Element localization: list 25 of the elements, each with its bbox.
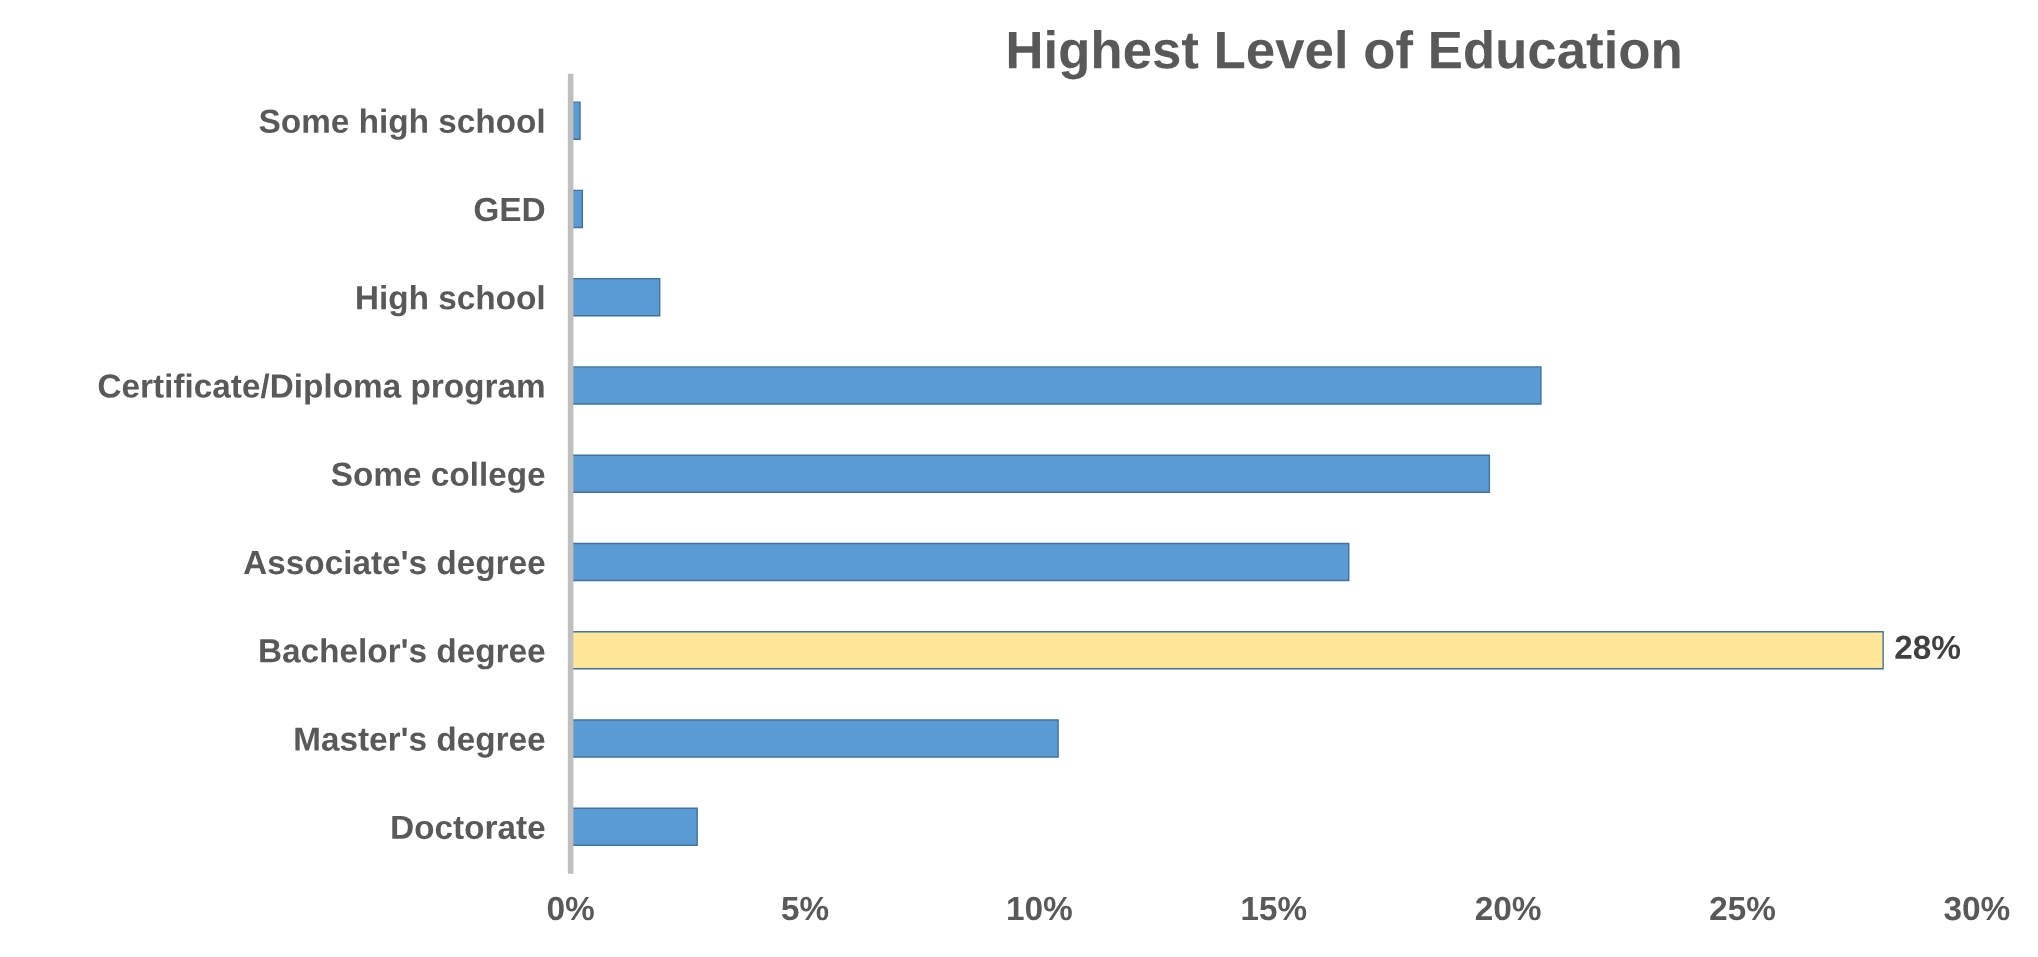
bar [570, 454, 1491, 493]
y-tick-label: GED [474, 197, 545, 222]
y-tick-label: Some high school [259, 108, 544, 140]
y-tick-label: Some college [331, 461, 545, 493]
x-tick-label: 25% [1710, 896, 1775, 921]
y-tick-label: Certificate/Diploma program [98, 373, 544, 405]
y-tick-label: Doctorate [392, 815, 545, 840]
bar [570, 807, 698, 846]
y-tick-label: Bachelor's degree [260, 638, 545, 670]
x-tick-label: 30% [1944, 896, 2010, 921]
x-tick-label: 15% [1242, 896, 1307, 921]
bar [570, 719, 1059, 758]
bar [570, 366, 1542, 405]
y-tick-label: Associate's degree [243, 549, 545, 582]
bar [570, 630, 1884, 670]
y-tick-label: High school [357, 285, 544, 317]
x-tick-label: 0% [547, 896, 594, 921]
x-tick-label: 10% [1008, 896, 1072, 921]
bar [570, 542, 1350, 582]
data-label: 28% [1895, 635, 1961, 660]
x-tick-label: 5% [781, 896, 829, 921]
y-tick-label: Master's degree [295, 726, 545, 758]
bar [570, 277, 661, 317]
x-tick-label: 20% [1475, 896, 1541, 921]
chart-title: Highest Level of Education [1008, 29, 1680, 80]
